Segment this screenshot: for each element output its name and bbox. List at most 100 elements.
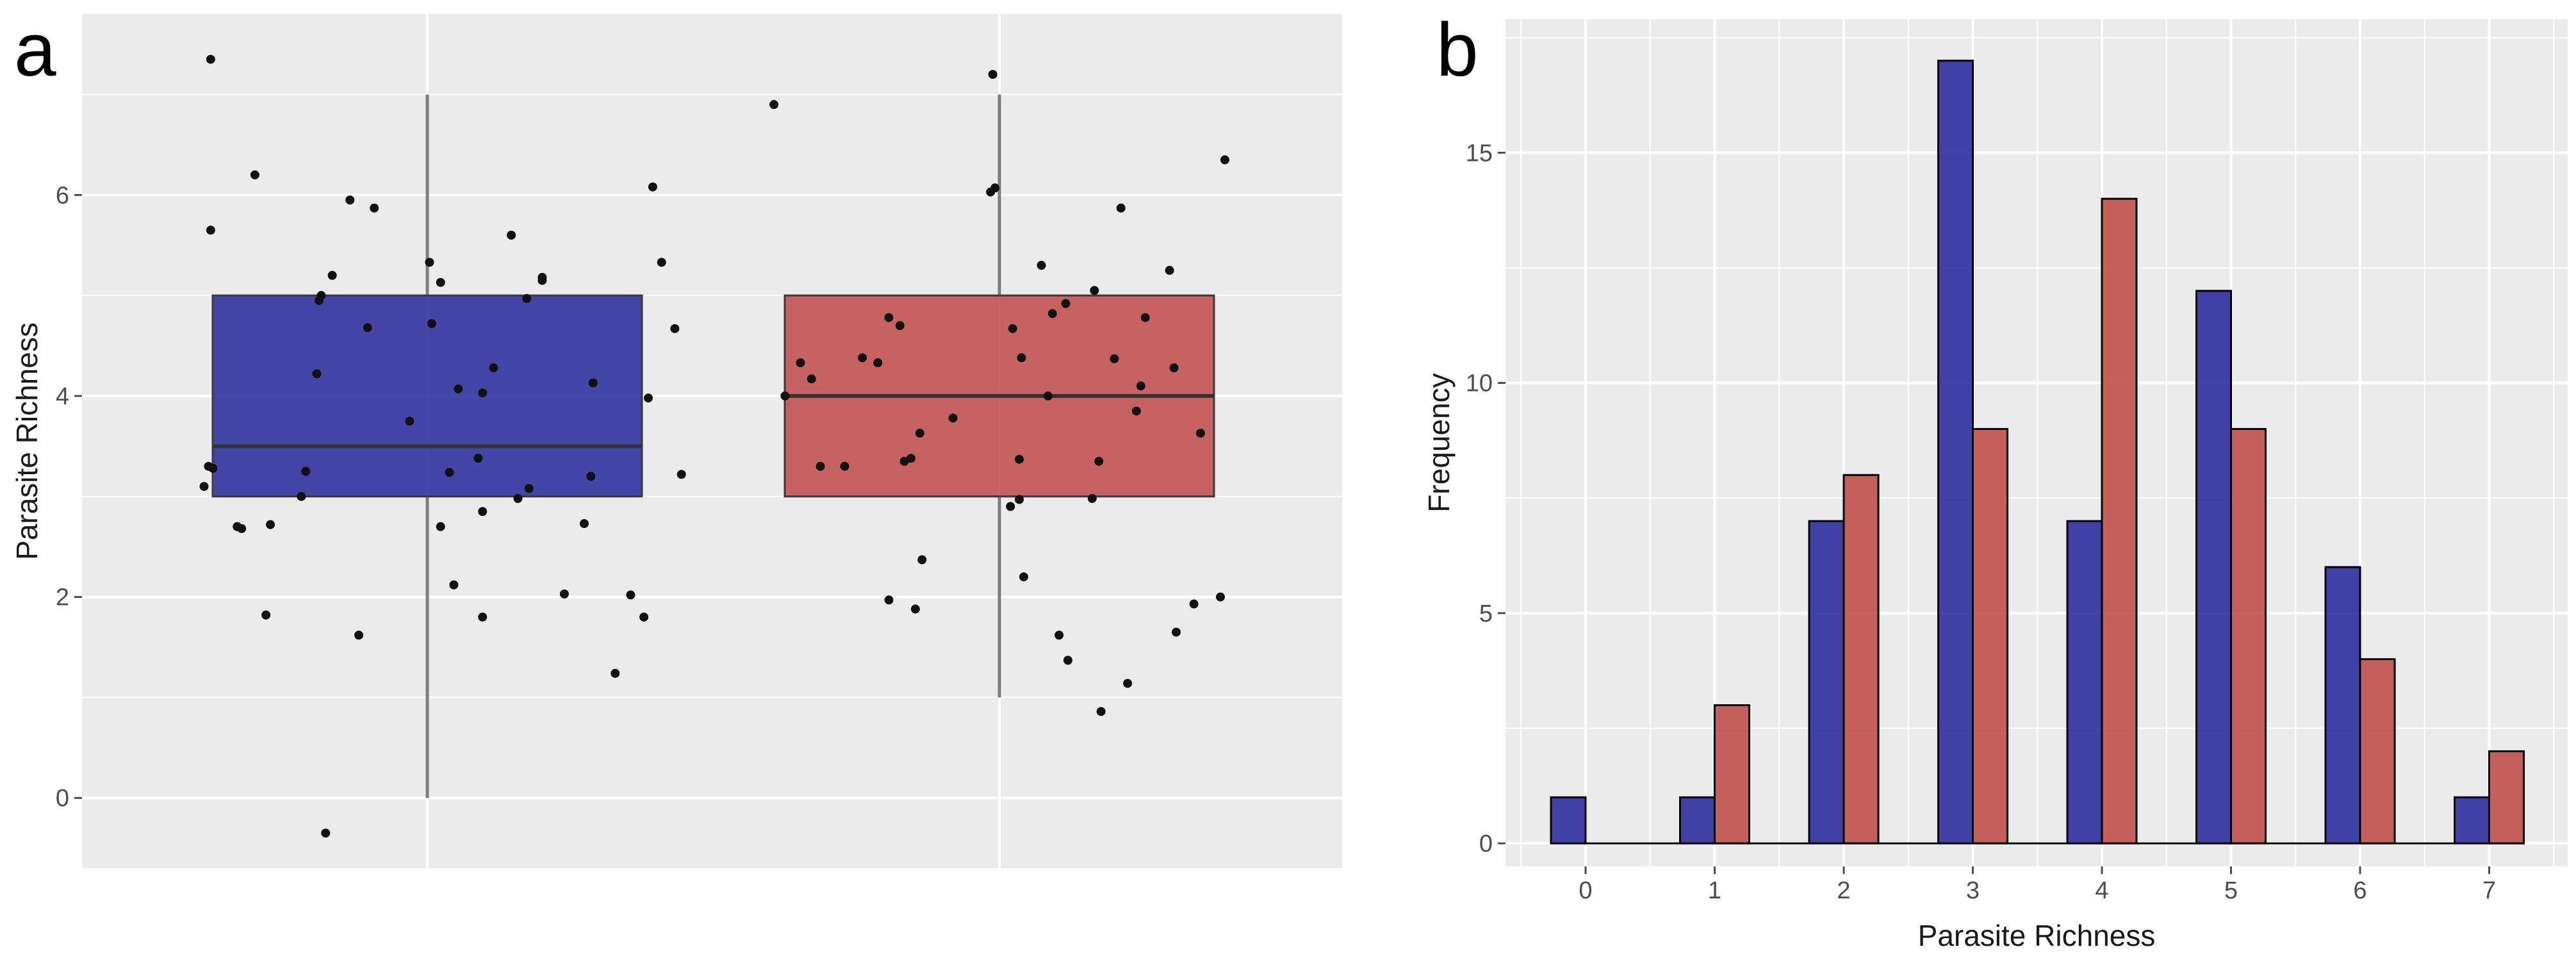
data-point-group-2: [1136, 381, 1145, 391]
data-point-group-2: [858, 353, 867, 363]
data-point-group-2: [1110, 354, 1119, 363]
x-tick-label-b: 2: [1837, 877, 1850, 904]
data-point-group-2: [1131, 406, 1141, 416]
data-point-group-2: [1037, 261, 1046, 270]
data-point-group-1: [626, 590, 636, 600]
data-point-group-1: [478, 388, 488, 398]
data-point-group-1: [206, 54, 215, 64]
data-point-group-2: [1015, 454, 1024, 464]
data-point-group-2: [1063, 656, 1072, 665]
data-point-group-1: [345, 195, 355, 205]
data-point-group-1: [370, 203, 379, 213]
panel-label-a: a: [14, 8, 56, 92]
data-point-group-1: [454, 384, 463, 393]
data-point-group-2: [1008, 324, 1017, 333]
data-point-group-1: [436, 277, 445, 287]
data-point-group-1: [657, 258, 666, 267]
data-point-group-1: [327, 270, 337, 280]
panel-label-b: b: [1436, 8, 1479, 92]
bar-group-2: [1842, 474, 1880, 845]
data-point-group-1: [301, 467, 311, 476]
data-point-group-2: [907, 454, 915, 463]
data-point-group-1: [639, 612, 649, 622]
data-point-group-1: [321, 829, 331, 838]
bar-group-1: [2195, 290, 2232, 845]
data-point-group-2: [807, 374, 816, 384]
data-point-group-1: [507, 231, 516, 240]
data-point-group-1: [670, 324, 680, 333]
data-point-group-2: [884, 313, 894, 322]
data-point-group-1: [644, 393, 653, 403]
bar-group-2: [1714, 704, 1750, 845]
data-point-group-2: [917, 555, 927, 565]
data-point-group-2: [1090, 286, 1099, 295]
x-tick-label-b: 6: [2353, 877, 2367, 904]
data-point-group-2: [910, 604, 920, 614]
data-point-group-1: [588, 378, 598, 388]
boxplot-panel: 0 2 4 6 Parasite Richness: [10, 14, 1342, 868]
data-point-group-1: [478, 507, 488, 516]
bar-group-1: [1937, 60, 1974, 845]
bar-group-1: [1679, 796, 1716, 845]
data-point-group-1: [489, 363, 498, 373]
data-point-group-2: [990, 183, 1000, 193]
y-tick-label-a: 6: [56, 182, 69, 209]
data-point-group-2: [780, 391, 790, 401]
bar-group-1: [1550, 796, 1587, 845]
data-point-group-2: [1169, 363, 1179, 373]
data-point-group-2: [1140, 313, 1150, 322]
data-point-group-2: [769, 100, 779, 110]
bar-group-1: [2324, 566, 2361, 845]
bar-group-2: [2230, 427, 2267, 845]
data-point-group-1: [261, 610, 271, 620]
y-tick-label-b: 0: [1479, 830, 1493, 857]
data-point-group-1: [524, 484, 534, 493]
box-group-1: [211, 294, 643, 498]
data-point-group-1: [445, 468, 454, 477]
data-point-group-2: [796, 358, 805, 368]
data-point-group-2: [1165, 265, 1174, 275]
bar-group-2: [2359, 658, 2396, 845]
data-point-group-1: [237, 524, 247, 533]
x-tick-label-b: 4: [2095, 877, 2108, 904]
data-point-group-1: [354, 631, 364, 640]
x-axis-title-b: Parasite Richness: [1918, 919, 2156, 952]
data-point-group-2: [873, 358, 883, 368]
y-tick-label-b: 5: [1479, 600, 1493, 627]
x-tick-label-b: 1: [1708, 877, 1721, 904]
bar-group-1: [1808, 520, 1845, 845]
data-point-group-2: [1006, 502, 1015, 511]
data-point-group-1: [478, 612, 488, 622]
data-point-group-2: [1216, 592, 1225, 602]
histogram-panel: 0 5 10 15 0 1 2 3 4 5 6 7 Parasite Richness Frequency: [1422, 19, 2568, 952]
data-point-group-2: [1054, 631, 1064, 640]
data-point-group-2: [1189, 599, 1199, 609]
x-tick-label-b: 0: [1579, 877, 1592, 904]
data-point-group-1: [199, 482, 209, 491]
y-axis-title-a: Parasite Richness: [10, 322, 44, 560]
data-point-group-2: [1017, 353, 1026, 363]
data-point-group-1: [586, 472, 596, 481]
data-point-group-1: [425, 258, 434, 267]
data-point-group-2: [1061, 299, 1071, 308]
data-point-group-1: [537, 272, 547, 282]
data-point-group-1: [316, 291, 326, 301]
bar-group-2: [1972, 427, 2008, 845]
data-point-group-1: [266, 520, 275, 529]
data-point-group-2: [1096, 707, 1106, 716]
data-point-group-2: [1047, 309, 1057, 318]
y-axis-title-b: Frequency: [1422, 373, 1456, 512]
y-tick-label-a: 0: [56, 785, 69, 812]
data-point-group-1: [677, 470, 686, 479]
data-point-group-1: [648, 182, 657, 192]
bar-group-1: [2454, 796, 2490, 845]
data-point-group-2: [895, 321, 905, 331]
y-tick-label-b: 10: [1466, 370, 1493, 397]
data-point-group-2: [1172, 627, 1181, 637]
data-point-group-2: [1094, 456, 1104, 466]
bar-group-2: [2101, 197, 2138, 845]
y-tick-label-a: 2: [56, 584, 69, 611]
y-tick-label-b: 15: [1466, 140, 1493, 167]
data-point-group-2: [988, 70, 997, 79]
